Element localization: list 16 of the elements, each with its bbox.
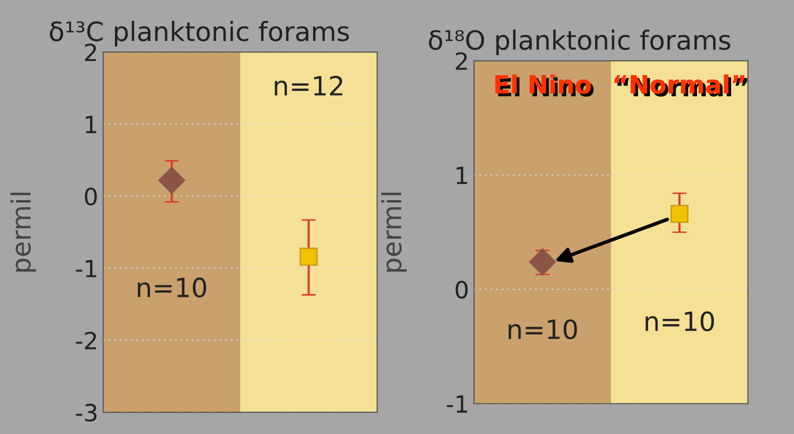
y-axis-title: permil xyxy=(381,192,407,272)
annotation: n=10 xyxy=(646,311,714,332)
annotation: n=12 xyxy=(274,76,342,96)
y-axis-title: permil xyxy=(10,192,36,272)
y-tick-label: -2 xyxy=(76,332,96,350)
y-tick-label: 0 xyxy=(456,280,468,299)
y-tick-label: 1 xyxy=(86,116,96,134)
y-tick-label: 1 xyxy=(456,166,467,184)
x-tick-label: “Normal” xyxy=(614,74,748,97)
y-tick-label: -1 xyxy=(76,260,96,278)
y-tick-label: -3 xyxy=(76,404,96,422)
y-tick-label: -1 xyxy=(446,395,467,413)
annotation: n=10 xyxy=(508,319,577,340)
x-tick-label: El Nino xyxy=(495,74,594,97)
annotation: n=10 xyxy=(138,278,206,298)
y-tick-label: 0 xyxy=(84,188,97,206)
